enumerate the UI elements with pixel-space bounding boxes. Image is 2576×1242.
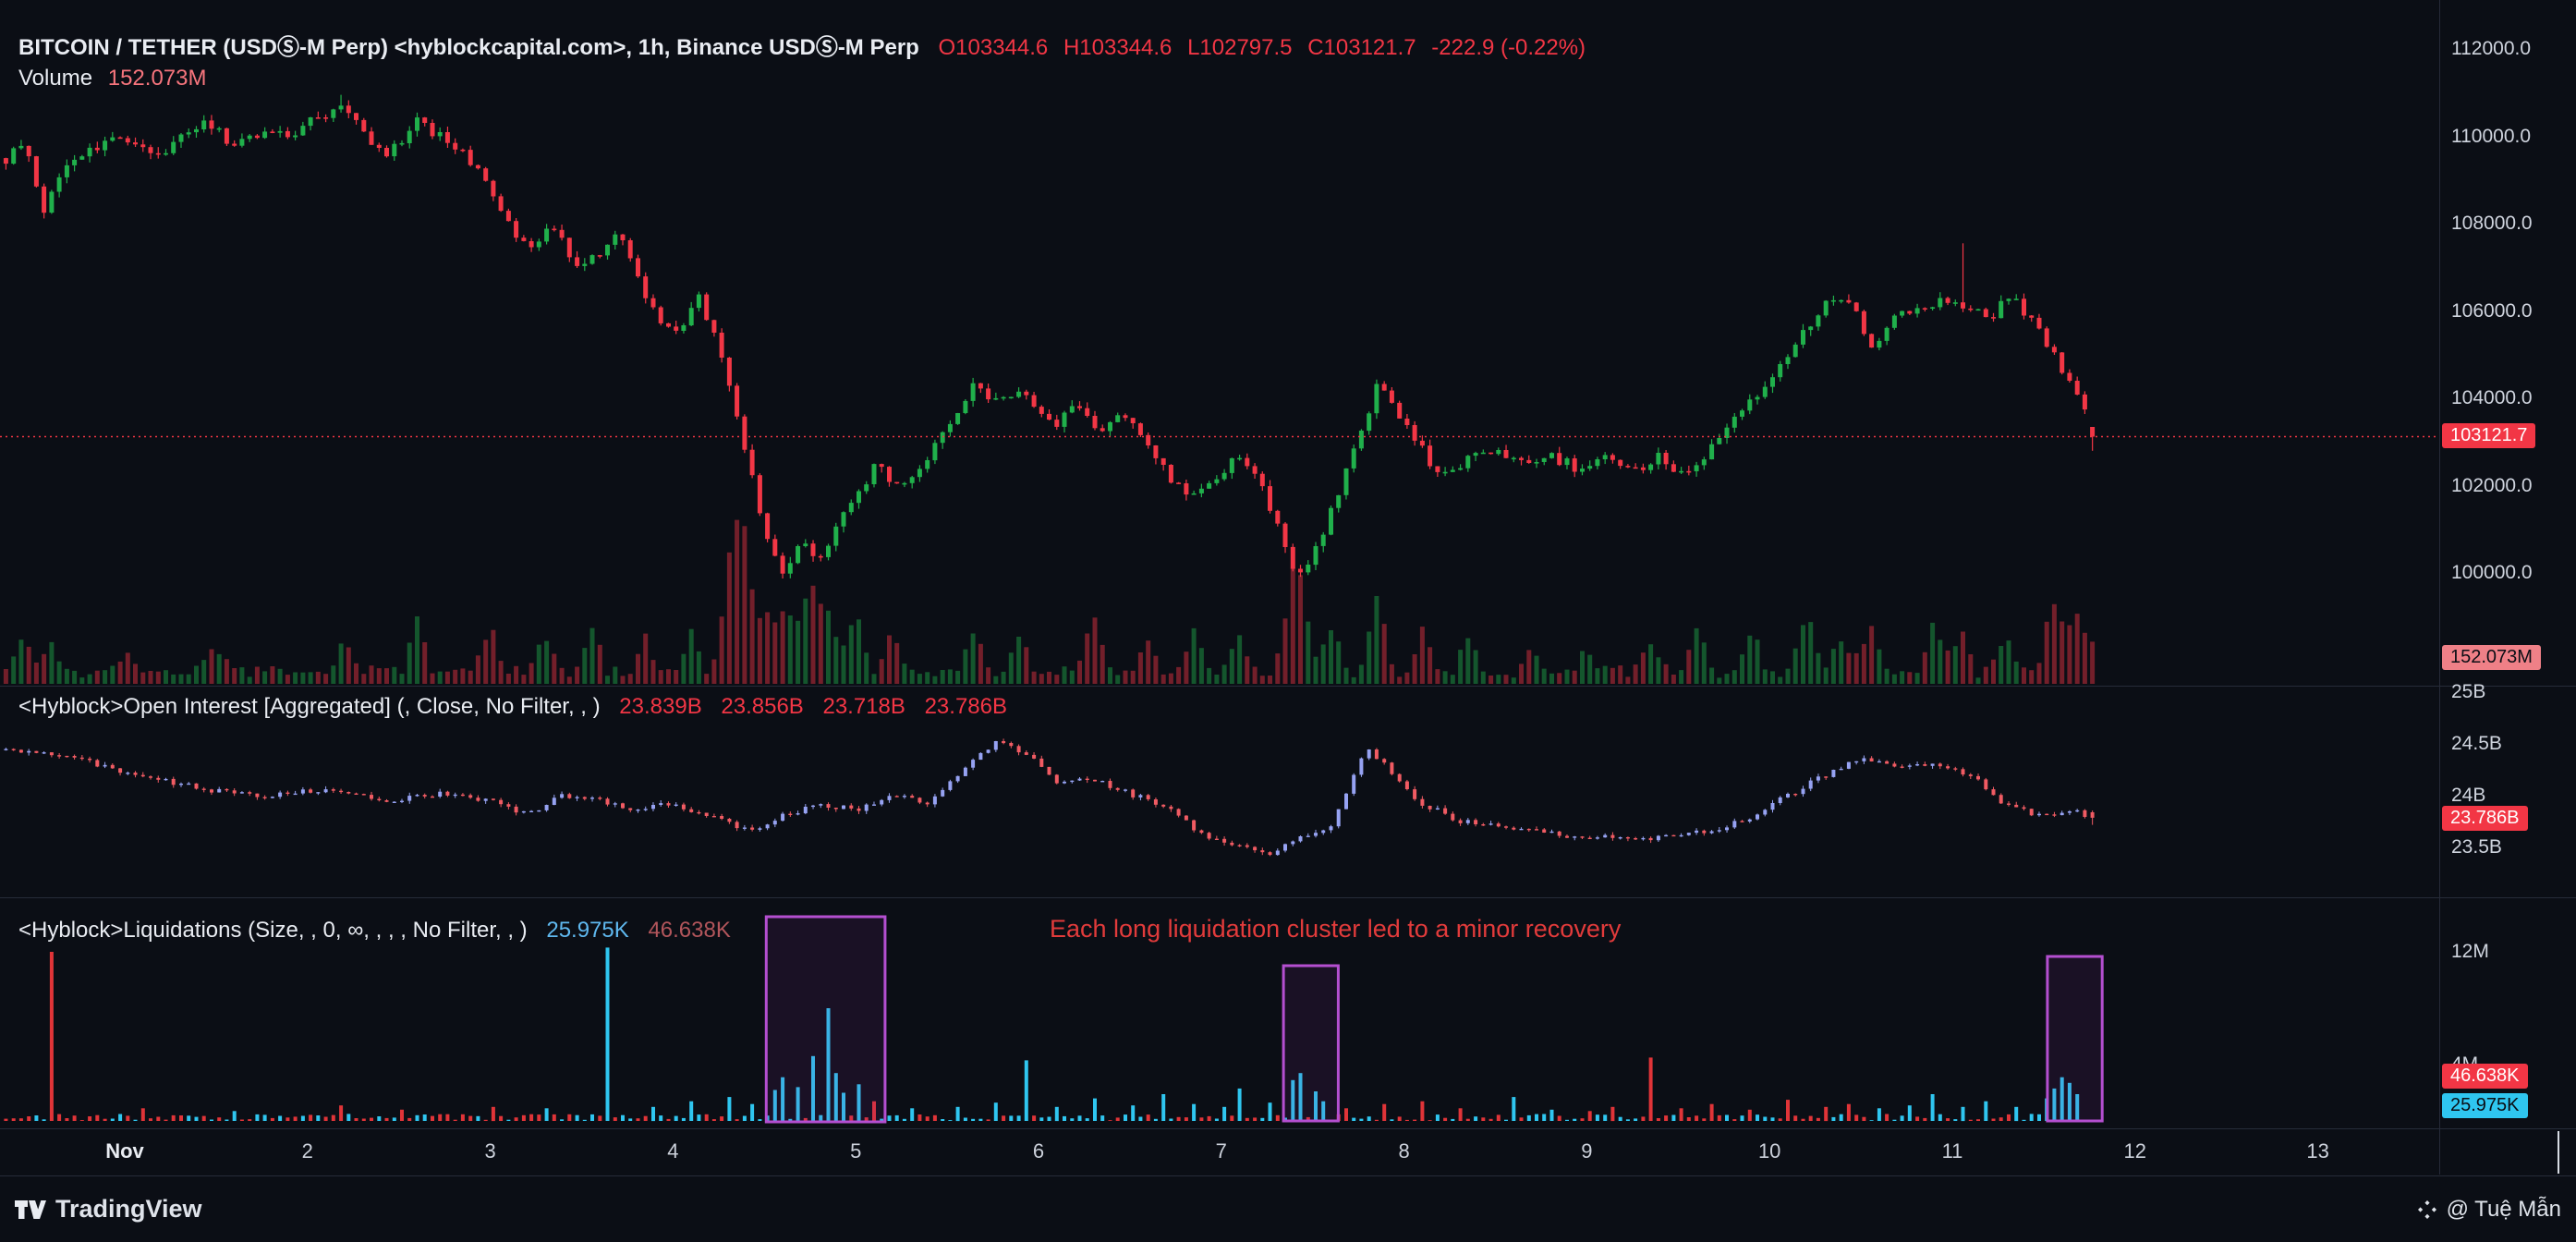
time-axis-label: 10 (1757, 1139, 1781, 1163)
price-scale[interactable]: 103121.7 152.073M 23.786B 46.638K 25.975… (2440, 0, 2576, 1175)
price-candles (3, 94, 2096, 578)
oi-close-value: 23.786B (924, 694, 1007, 719)
ohlc-close: C103121.7 (1307, 35, 1416, 60)
brand-text[interactable]: TradingView (55, 1195, 202, 1223)
axis-label: 108000.0 (2451, 213, 2533, 234)
axis-label: 106000.0 (2451, 299, 2533, 322)
time-scale[interactable]: Nov 2 3 4 5 6 7 8 9 10 11 12 13 (0, 1129, 2439, 1175)
liquidation-bars (4, 947, 2095, 1122)
last-price-tag: 103121.7 (2442, 423, 2536, 449)
oi-high-value: 23.856B (721, 694, 804, 719)
highlight-box[interactable] (1282, 964, 1340, 1123)
axis-label: 110000.0 (2451, 125, 2532, 147)
volume-label[interactable]: Volume (18, 66, 93, 91)
volume-bars (3, 519, 2096, 684)
highlight-box[interactable] (2046, 955, 2104, 1123)
chart-credit: @ Tuệ Mẫn (2417, 1197, 2561, 1223)
time-axis-label: 4 (667, 1139, 679, 1163)
credit-text: @ Tuệ Mẫn (2446, 1196, 2561, 1222)
liquidation-short-tag: 46.638K (2442, 1064, 2528, 1089)
axis-label: 23.5B (2451, 836, 2502, 858)
axis-label: 100000.0 (2451, 562, 2533, 583)
open-interest-title[interactable]: <Hyblock>Open Interest [Aggregated] (, C… (18, 694, 601, 719)
time-axis-label: 7 (1215, 1139, 1227, 1163)
time-axis-label: 12 (2123, 1139, 2147, 1163)
axis-label: 12M (2451, 941, 2489, 962)
time-axis-label: 13 (2306, 1139, 2329, 1163)
time-axis-label: 5 (850, 1139, 862, 1163)
liquidations-short-value: 46.638K (648, 918, 731, 943)
ohlc-high: H103344.6 (1063, 35, 1173, 60)
open-interest-value-tag: 23.786B (2442, 805, 2528, 831)
liquidations-long-value: 25.975K (546, 918, 629, 943)
open-interest-legend-row: <Hyblock>Open Interest [Aggregated] (, C… (18, 693, 1007, 721)
axis-label: 112000.0 (2451, 38, 2532, 59)
axis-label: 102000.0 (2451, 474, 2533, 496)
volume-legend-row: Volume 152.073M (18, 65, 206, 92)
ohlc-low: L102797.5 (1187, 35, 1293, 60)
volume-value-tag: 152.073M (2442, 645, 2541, 671)
liquidations-legend-row: <Hyblock>Liquidations (Size, , 0, ∞, , ,… (18, 917, 731, 944)
time-axis-label: 6 (1032, 1139, 1045, 1163)
pane-divider-oi-liq[interactable] (0, 897, 2576, 898)
price-scale-divider (2439, 0, 2440, 1175)
time-axis-label: 2 (301, 1139, 313, 1163)
time-axis-label: 8 (1398, 1139, 1410, 1163)
tradingview-brand[interactable]: TradingView (15, 1195, 202, 1224)
highlight-box[interactable] (764, 915, 887, 1124)
volume-value: 152.073M (107, 66, 207, 91)
axis-label: 24B (2451, 785, 2486, 806)
oi-open-value: 23.839B (619, 694, 702, 719)
footer-bar: TradingView @ Tuệ Mẫn (0, 1175, 2576, 1242)
axis-label: 104000.0 (2451, 387, 2533, 408)
ohlc-open: O103344.6 (938, 35, 1049, 60)
ohlc-change: -222.9 (-0.22%) (1431, 35, 1586, 60)
time-axis-label: 3 (484, 1139, 496, 1163)
open-interest-bars (4, 738, 2095, 857)
diamond-cluster-icon (2417, 1199, 2436, 1219)
tradingview-logo-icon (15, 1199, 46, 1219)
symbol-title[interactable]: BITCOIN / TETHER (USDⓈ-M Perp) <hyblockc… (18, 35, 919, 60)
time-axis-label: Nov (105, 1139, 144, 1163)
liquidation-long-tag: 25.975K (2442, 1093, 2528, 1118)
price-legend-row: BITCOIN / TETHER (USDⓈ-M Perp) <hyblockc… (18, 34, 1586, 62)
scale-scrollbar[interactable] (2558, 1131, 2559, 1174)
oi-low-value: 23.718B (822, 694, 905, 719)
liquidations-title[interactable]: <Hyblock>Liquidations (Size, , 0, ∞, , ,… (18, 918, 528, 943)
annotation-text[interactable]: Each long liquidation cluster led to a m… (1050, 915, 1622, 943)
pane-divider-price-oi[interactable] (0, 686, 2576, 687)
axis-label: 24.5B (2451, 733, 2502, 754)
axis-label: 25B (2451, 681, 2486, 702)
time-axis-label: 9 (1581, 1139, 1593, 1163)
time-axis-label: 11 (1941, 1139, 1963, 1163)
time-axis-divider (0, 1128, 2576, 1129)
